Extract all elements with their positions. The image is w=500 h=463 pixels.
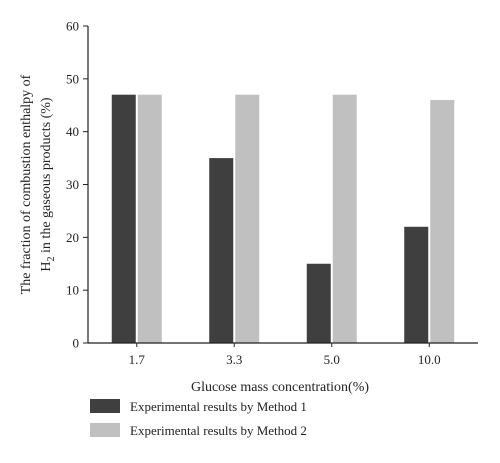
y-tick-label: 10 (66, 283, 79, 298)
x-tick-label: 1.7 (129, 352, 146, 367)
y-tick-label: 60 (66, 19, 79, 34)
y-tick-label: 50 (66, 71, 79, 86)
y-tick-label: 30 (66, 177, 79, 192)
legend: Experimental results by Method 1 Experime… (90, 399, 307, 438)
legend-label-series1: Experimental results by Method 1 (130, 399, 307, 414)
y-tick-label: 0 (73, 336, 80, 351)
plot-area: 0 10 20 30 40 50 60 1.7 3.3 5.0 10.0 (66, 19, 478, 367)
bar-series2-5.0 (332, 94, 357, 343)
x-axis-label: Glucose mass concentration(%) (191, 380, 369, 395)
y-axis-label-line2: H2 in the gaseous products (%) (39, 97, 57, 271)
x-tick-label: 3.3 (226, 352, 242, 367)
x-tick-label: 10.0 (418, 352, 441, 367)
y-axis-label-rest: in the gaseous products (%) (39, 97, 54, 256)
bar-series2-10.0 (430, 99, 455, 343)
y-axis-label-subscript: 2 (46, 256, 57, 261)
y-axis-label-line1: The fraction of combustion enthalpy of (19, 74, 34, 294)
bar-series1-5.0 (306, 263, 331, 343)
bar-series2-1.7 (137, 94, 162, 343)
y-axis-label-h: H (39, 261, 54, 271)
bar-series1-1.7 (111, 94, 136, 343)
bar-series1-3.3 (209, 158, 234, 343)
legend-label-series2: Experimental results by Method 2 (130, 423, 307, 438)
bar-series2-3.3 (235, 94, 260, 343)
y-tick-label: 40 (66, 124, 79, 139)
x-tick-label: 5.0 (324, 352, 340, 367)
bar-series1-10.0 (404, 226, 429, 343)
legend-swatch-series1 (90, 399, 120, 413)
y-tick-label: 20 (66, 230, 79, 245)
legend-swatch-series2 (90, 423, 120, 437)
y-axis-label: The fraction of combustion enthalpy of H… (19, 74, 57, 294)
